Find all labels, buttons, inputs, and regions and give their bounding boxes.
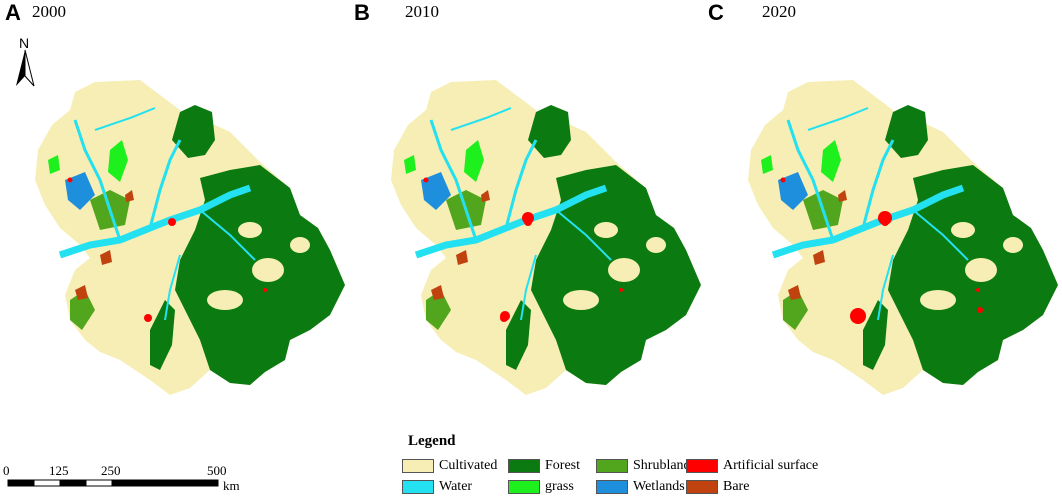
panel-letter: A	[5, 0, 21, 25]
scale-tick-500: 500	[207, 463, 227, 478]
map-panel-a: A 2000	[0, 0, 354, 420]
scale-tick-0: 0	[3, 463, 10, 478]
scale-bar	[7, 479, 219, 487]
north-label: N	[19, 35, 30, 51]
swatch-artificial-surface	[686, 459, 718, 473]
legend-item-water: Water	[402, 478, 472, 496]
panel-year: 2020	[762, 2, 796, 21]
legend-label: Artificial surface	[723, 458, 819, 473]
swatch-cultivated	[402, 459, 434, 473]
region-map-2000	[35, 80, 345, 395]
legend-label: Water	[439, 479, 473, 494]
legend-label: Bare	[723, 479, 750, 494]
legend-title: Legend	[408, 433, 456, 449]
legend-label: Shrubland	[633, 458, 691, 473]
scale-unit: km	[223, 478, 240, 493]
artificial-surface-2010	[522, 212, 534, 224]
land-cover-maps	[0, 0, 1062, 420]
legend-item-bare: Bare	[686, 478, 749, 496]
swatch-wetlands	[596, 480, 628, 494]
swatch-water	[402, 480, 434, 494]
panel-letter: C	[708, 0, 724, 25]
legend-item-cultivated: Cultivated	[402, 457, 497, 475]
region-map-2010	[391, 80, 701, 395]
legend-item-shrubland: Shrubland	[596, 457, 691, 475]
swatch-shrubland	[596, 459, 628, 473]
scale-tick-250: 250	[101, 463, 121, 478]
region-map-2020	[748, 80, 1058, 395]
artificial-surface-2020	[977, 307, 983, 313]
north-arrow-icon	[16, 49, 35, 87]
panel-year: 2010	[405, 2, 439, 21]
legend-item-forest: Forest	[508, 457, 580, 475]
legend-label: Forest	[545, 458, 580, 473]
legend: Legend Cultivated Forest Shrubland Artif…	[402, 433, 842, 497]
map-panel-c: C 2020	[708, 0, 1062, 420]
artificial-surface-2020	[850, 308, 866, 324]
legend-label: Wetlands	[633, 479, 685, 494]
swatch-grass	[508, 480, 540, 494]
legend-item-artificial-surface: Artificial surface	[686, 457, 818, 475]
legend-item-grass: grass	[508, 478, 574, 496]
artificial-surface-2010	[500, 311, 510, 321]
map-panel-b: B 2010	[354, 0, 708, 420]
artificial-surface-2020	[878, 211, 892, 225]
scale-tick-125: 125	[49, 463, 69, 478]
panel-letter: B	[354, 0, 370, 25]
panel-year: 2000	[32, 2, 66, 21]
swatch-forest	[508, 459, 540, 473]
legend-label: grass	[545, 479, 574, 494]
legend-label: Cultivated	[439, 458, 498, 473]
swatch-bare	[686, 480, 718, 494]
legend-item-wetlands: Wetlands	[596, 478, 685, 496]
